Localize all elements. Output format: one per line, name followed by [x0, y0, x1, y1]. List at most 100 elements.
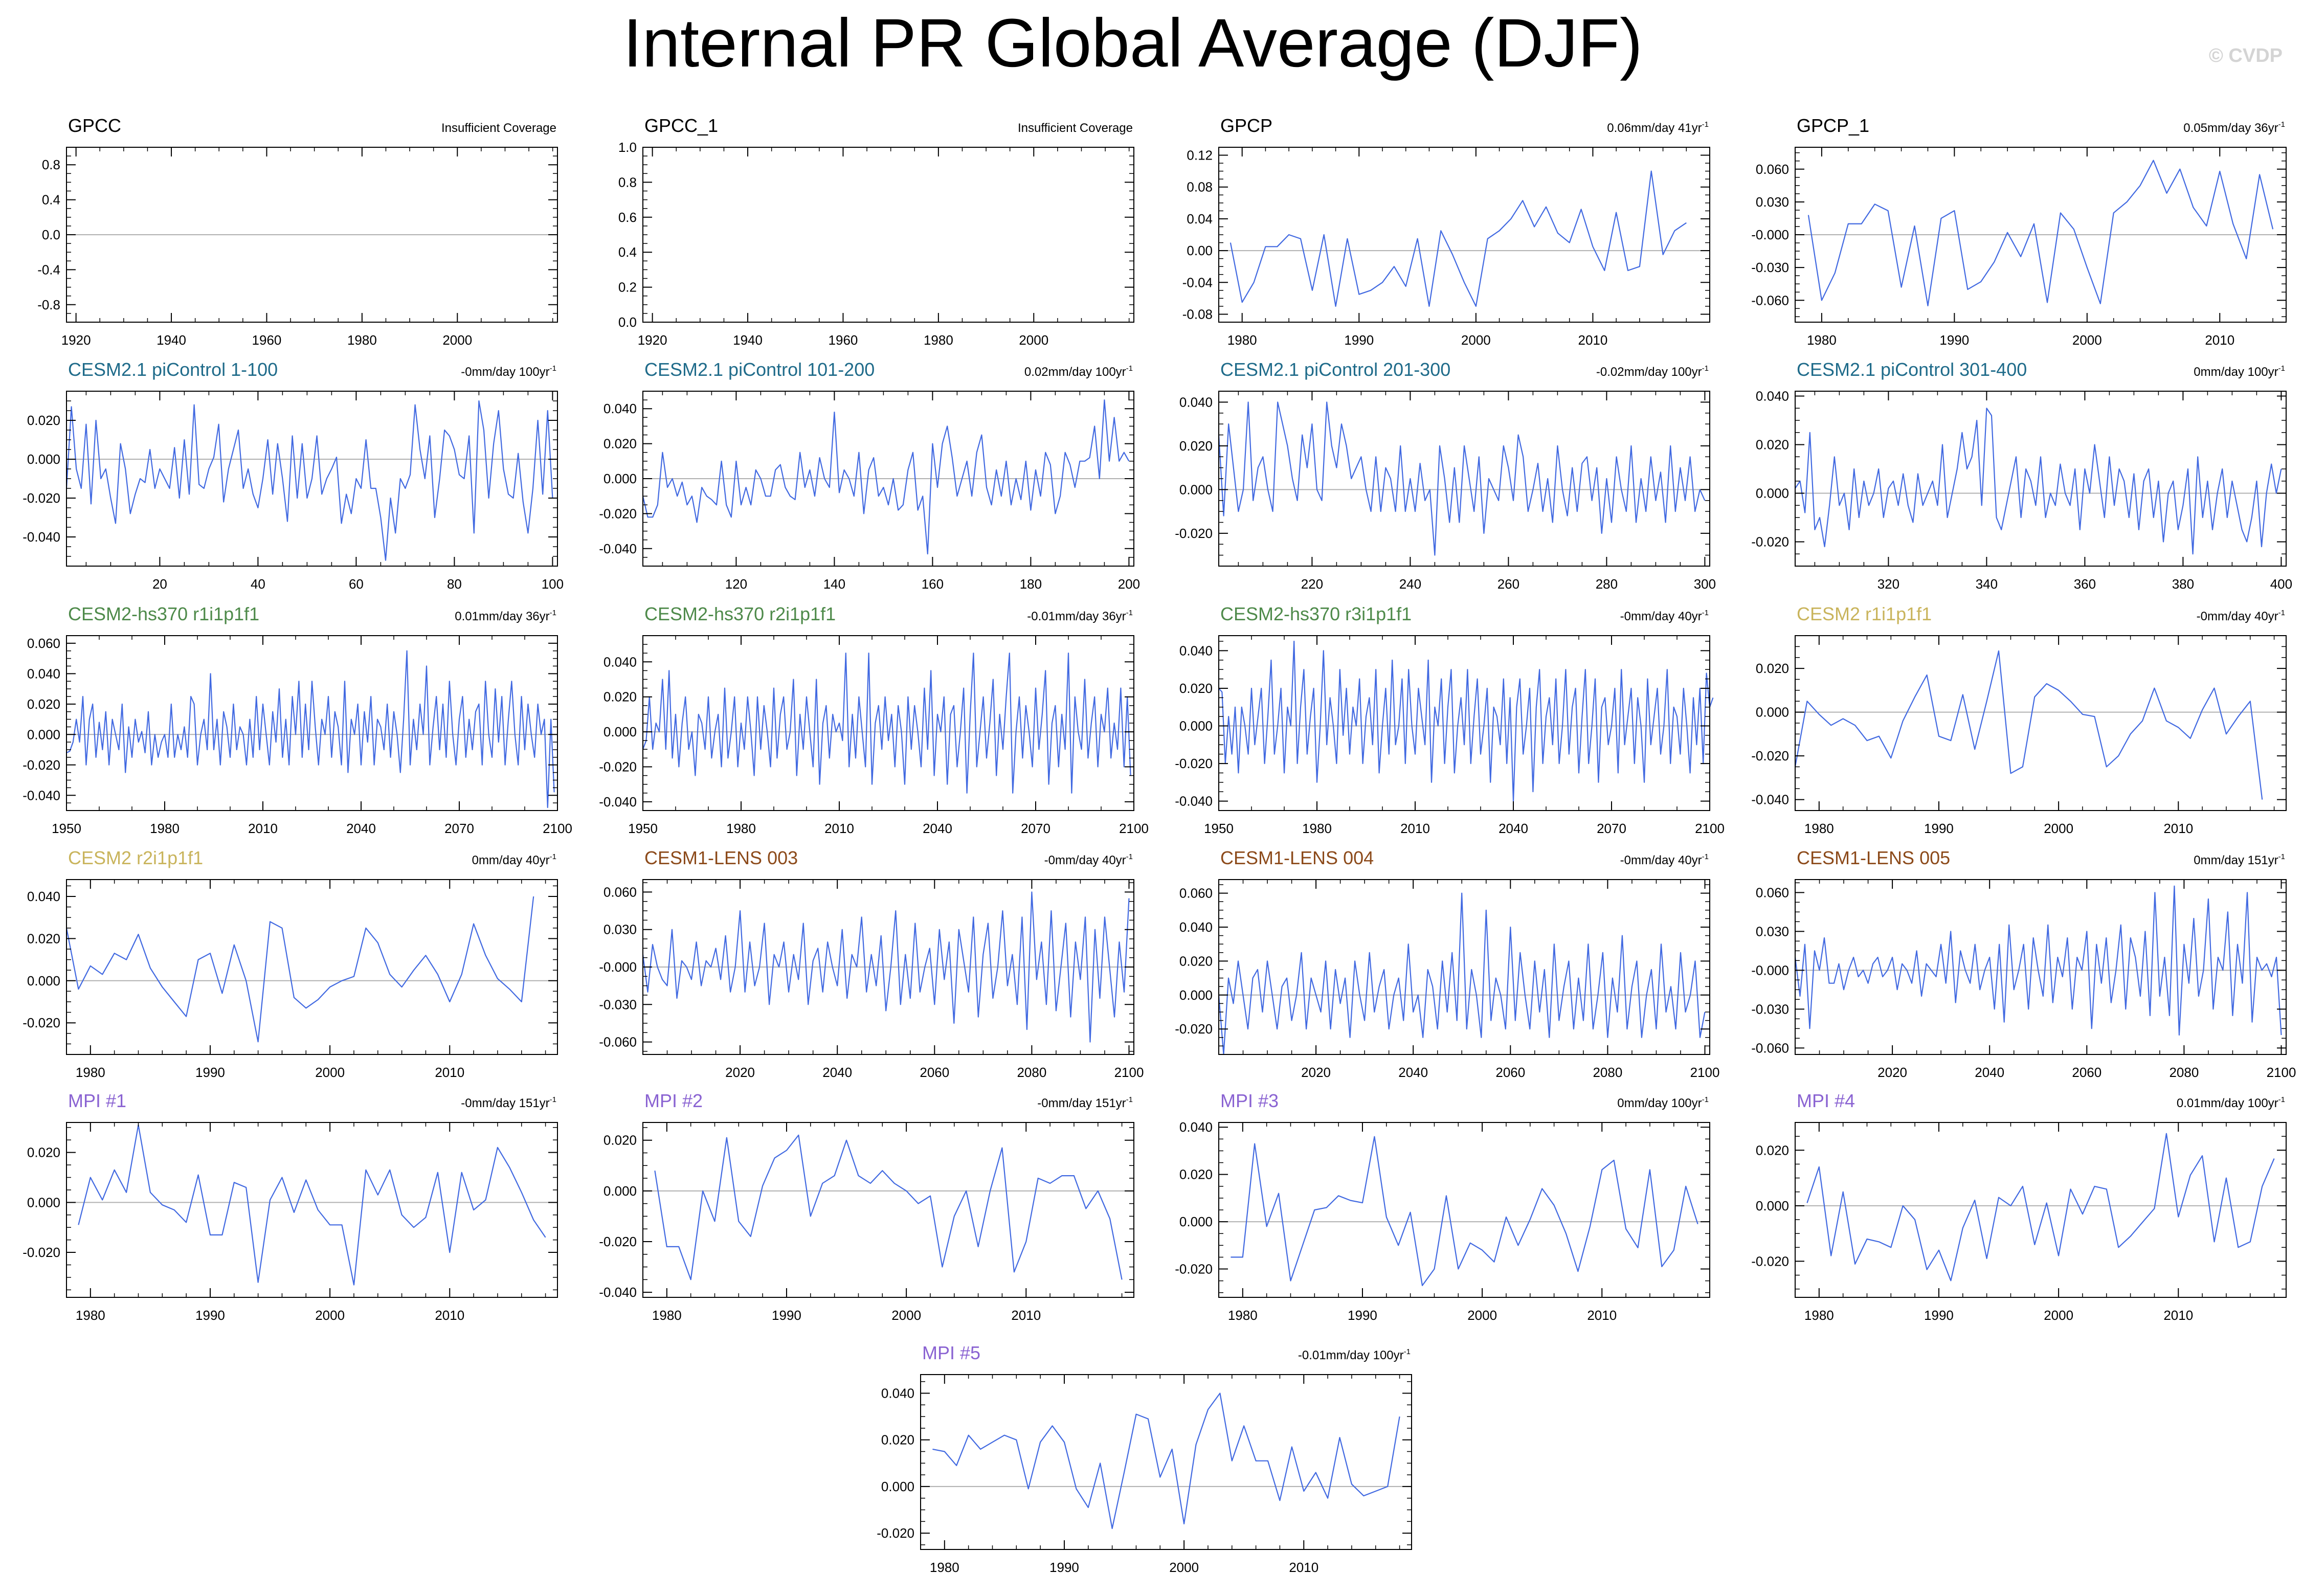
series-line — [1807, 160, 2274, 307]
series-line — [1231, 1136, 1698, 1286]
panel-title: CESM2.1 piControl 301-400 — [1797, 359, 2027, 380]
y-tick-label: 0.020 — [27, 1145, 60, 1160]
y-tick-label: -0.000 — [1751, 962, 1789, 978]
x-tick-label: 2000 — [2044, 821, 2073, 836]
y-tick-label: -0.040 — [1751, 792, 1789, 807]
panel-title: MPI #2 — [644, 1090, 703, 1111]
x-tick-label: 1980 — [1804, 821, 1834, 836]
panel-title: GPCC — [68, 115, 121, 136]
x-tick-label: 1980 — [150, 821, 180, 836]
y-tick-label: 0.6 — [618, 210, 637, 225]
x-tick-label: 2000 — [2044, 1308, 2073, 1323]
panel-title: MPI #5 — [922, 1342, 980, 1363]
y-tick-label: -0.020 — [599, 506, 637, 521]
series-line — [1794, 650, 2263, 800]
y-tick-label: 0.020 — [603, 436, 637, 452]
y-tick-label: -0.020 — [1751, 534, 1789, 550]
panel-title: CESM1-LENS 003 — [644, 847, 798, 868]
y-tick-label: -0.060 — [599, 1035, 637, 1050]
y-tick-label: 0.0 — [618, 314, 637, 330]
panel-p17: MPI #1 -0mm/day 151yr-1 1980 1990 2000 2010 0.… — [23, 1090, 558, 1323]
x-tick-label: 2040 — [1398, 1065, 1428, 1080]
y-tick-label: 0.020 — [1179, 681, 1213, 696]
y-tick-label: 0.000 — [603, 1183, 637, 1199]
y-tick-label: -0.020 — [23, 757, 60, 773]
x-tick-label: 1980 — [652, 1308, 682, 1323]
x-tick-label: 2100 — [543, 821, 572, 836]
x-tick-label: 320 — [1877, 576, 1899, 592]
panel-title: CESM2.1 piControl 201-300 — [1220, 359, 1450, 380]
y-tick-label: -0.040 — [23, 529, 60, 545]
x-tick-label: 1990 — [1049, 1560, 1079, 1575]
x-tick-label: 2070 — [1597, 821, 1626, 836]
y-tick-label: -0.04 — [1182, 275, 1213, 290]
x-tick-label: 1950 — [628, 821, 658, 836]
panel-p14: CESM1-LENS 003 -0mm/day 40yr-1 2020 2040 206… — [599, 847, 1144, 1080]
plot-frame — [66, 879, 558, 1055]
x-tick-label: 2010 — [435, 1065, 464, 1080]
x-tick-label: 40 — [251, 576, 265, 592]
x-tick-label: 2010 — [1587, 1308, 1617, 1323]
x-tick-label: 2010 — [1011, 1308, 1041, 1323]
panel-p9: CESM2-hs370 r1i1p1f1 0.01mm/day 36yr-1 195… — [23, 603, 572, 836]
x-tick-label: 2010 — [2163, 821, 2193, 836]
plot-frame — [66, 635, 558, 811]
x-tick-label: 2060 — [920, 1065, 949, 1080]
panel-stat-label: 0.02mm/day 100yr-1 — [1024, 364, 1133, 379]
x-tick-label: 2080 — [1593, 1065, 1622, 1080]
panel-p11: CESM2-hs370 r3i1p1f1 -0mm/day 40yr-1 1950 1… — [1175, 603, 1725, 836]
y-tick-label: 0.000 — [1756, 1198, 1789, 1213]
x-tick-label: 2040 — [346, 821, 376, 836]
y-tick-label: 0.12 — [1187, 148, 1213, 163]
x-tick-label: 2020 — [1877, 1065, 1907, 1080]
x-tick-label: 1980 — [930, 1560, 959, 1575]
series-line — [1218, 640, 1714, 802]
x-tick-label: 120 — [725, 576, 747, 592]
y-tick-label: -0.020 — [599, 1234, 637, 1249]
x-tick-label: 1990 — [1348, 1308, 1377, 1323]
y-tick-label: 0.000 — [881, 1479, 914, 1494]
x-tick-label: 1950 — [52, 821, 81, 836]
y-tick-label: -0.030 — [1751, 260, 1789, 275]
x-tick-label: 100 — [542, 576, 564, 592]
y-tick-label: 0.2 — [618, 280, 637, 295]
x-tick-label: 1980 — [726, 821, 756, 836]
y-tick-label: 0.040 — [27, 666, 60, 681]
x-tick-label: 1940 — [733, 332, 763, 348]
x-tick-label: 2010 — [2163, 1308, 2193, 1323]
y-tick-label: 0.000 — [27, 973, 60, 988]
y-tick-label: 0.040 — [603, 654, 637, 669]
y-tick-label: 0.020 — [1179, 1167, 1213, 1182]
y-tick-label: 0.020 — [27, 696, 60, 712]
y-tick-label: 0.000 — [27, 727, 60, 742]
plot-frame — [1795, 1122, 2287, 1298]
plot-frame — [920, 1374, 1412, 1550]
x-tick-label: 2010 — [1400, 821, 1430, 836]
plot-frame — [1218, 147, 1710, 323]
x-tick-label: 1990 — [1939, 332, 1969, 348]
panel-stat-label: 0mm/day 151yr-1 — [2194, 852, 2285, 867]
x-tick-label: 2100 — [1114, 1065, 1144, 1080]
x-tick-label: 1960 — [252, 332, 282, 348]
x-tick-label: 1980 — [1807, 332, 1837, 348]
panel-stat-label: Insufficient Coverage — [1018, 121, 1133, 135]
y-tick-label: 0.020 — [27, 931, 60, 946]
x-tick-label: 1980 — [924, 332, 953, 348]
y-tick-label: 0.000 — [1179, 718, 1213, 734]
copyright-watermark: © CVDP — [2208, 45, 2283, 66]
y-tick-label: 0.020 — [603, 1133, 637, 1148]
y-tick-label: 0.040 — [881, 1385, 914, 1401]
x-tick-label: 2020 — [1301, 1065, 1331, 1080]
panel-stat-label: 0.01mm/day 100yr-1 — [2177, 1095, 2285, 1110]
y-tick-label: 0.040 — [1179, 919, 1213, 935]
panel-stat-label: 0.01mm/day 36yr-1 — [455, 609, 556, 623]
y-tick-label: -0.020 — [599, 759, 637, 775]
y-tick-label: 0.020 — [1179, 438, 1213, 454]
panel-title: CESM2-hs370 r1i1p1f1 — [68, 603, 259, 624]
y-tick-label: 0.040 — [1179, 643, 1213, 658]
y-tick-label: 0.030 — [603, 922, 637, 937]
panel-stat-label: -0.01mm/day 36yr-1 — [1027, 609, 1133, 623]
x-tick-label: 2040 — [923, 821, 952, 836]
panel-p2: GPCC_1 Insufficient Coverage 1920 1940 1960 1… — [618, 115, 1134, 348]
panel-stat-label: -0mm/day 100yr-1 — [461, 364, 556, 379]
